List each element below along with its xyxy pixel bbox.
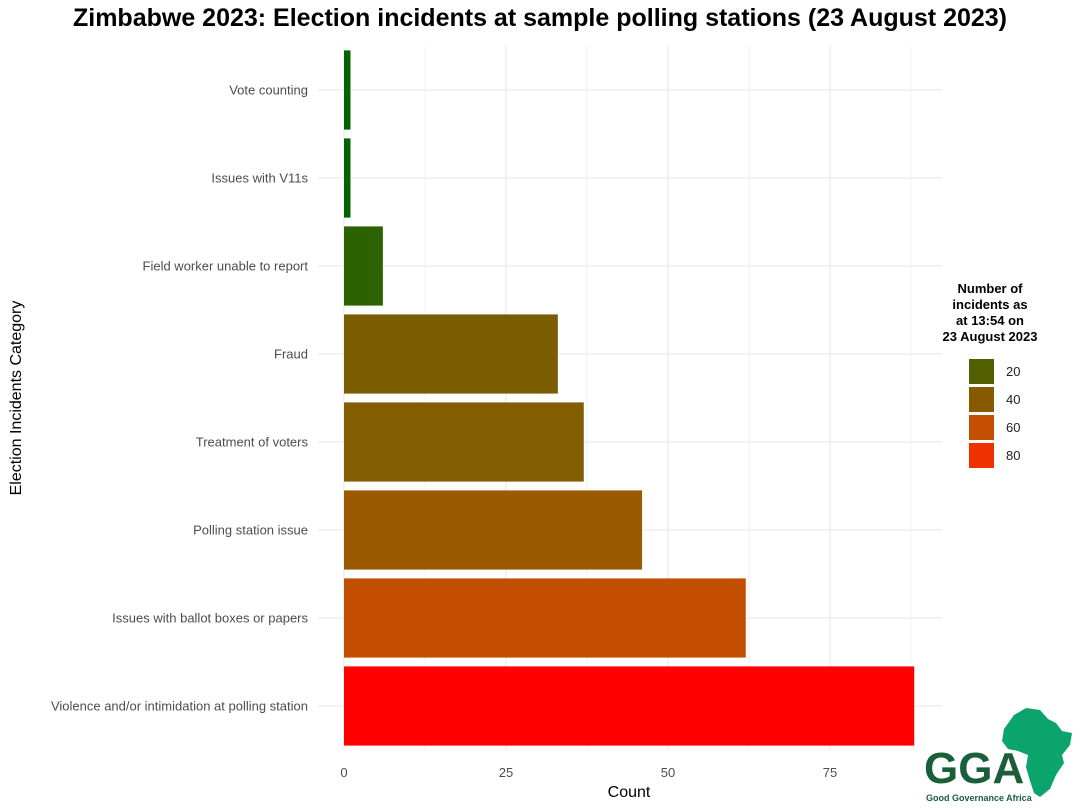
- y-tick-label: Field worker unable to report: [143, 259, 309, 274]
- bar-field-worker-unable-to-report: [344, 226, 383, 306]
- legend-label: 80: [1006, 447, 1021, 463]
- chart-title: Zimbabwe 2023: Election incidents at sam…: [72, 4, 1008, 32]
- legend-title: Number of incidents as at 13:54 on 23 Au…: [915, 281, 1065, 345]
- legend-item: 80: [969, 441, 1065, 469]
- bar-treatment-of-voters: [344, 402, 584, 482]
- legend-label: 20: [1006, 363, 1021, 379]
- svg-text:GGA: GGA: [924, 744, 1024, 793]
- bar-issues-with-v11s: [344, 138, 351, 218]
- legend: Number of incidents as at 13:54 on 23 Au…: [915, 281, 1065, 469]
- legend-swatch: [969, 386, 994, 412]
- legend-item: 40: [969, 385, 1065, 413]
- legend-item: 20: [969, 357, 1065, 385]
- bar-issues-with-ballot-boxes-or-papers: [344, 578, 746, 658]
- y-tick-label: Violence and/or intimidation at polling …: [51, 699, 308, 714]
- bar-polling-station-issue: [344, 490, 643, 570]
- legend-swatch: [969, 414, 994, 440]
- x-tick-label: 75: [823, 765, 837, 780]
- legend-title-line: 23 August 2023: [942, 329, 1038, 344]
- legend-item: 60: [969, 413, 1065, 441]
- bar-vote-counting: [344, 50, 351, 130]
- x-axis-label: Count: [608, 784, 651, 801]
- legend-title-line: incidents as: [952, 297, 1028, 312]
- x-tick-label: 25: [499, 765, 513, 780]
- x-tick-label: 0: [340, 765, 347, 780]
- y-tick-label: Issues with V11s: [211, 171, 308, 186]
- y-tick-label: Polling station issue: [193, 523, 308, 538]
- bar-violence-and-or-intimidation-at-polling-station: [344, 666, 915, 746]
- legend-label: 40: [1006, 391, 1021, 407]
- svg-text:Good Governance Africa: Good Governance Africa: [926, 793, 1033, 803]
- y-axis-label: Election Incidents Category: [8, 301, 25, 496]
- legend-title-line: Number of: [957, 281, 1023, 296]
- legend-title-line: at 13:54 on: [956, 313, 1024, 328]
- bar-fraud: [344, 314, 558, 394]
- legend-swatch: [969, 358, 994, 384]
- legend-swatch: [969, 442, 994, 468]
- x-tick-label: 50: [661, 765, 675, 780]
- y-tick-label: Fraud: [274, 347, 308, 362]
- y-tick-label: Vote counting: [229, 83, 308, 98]
- gga-logo: GGA Good Governance Africa: [922, 705, 1077, 805]
- y-tick-label: Treatment of voters: [196, 435, 309, 450]
- legend-label: 60: [1006, 419, 1021, 435]
- y-tick-label: Issues with ballot boxes or papers: [112, 611, 308, 626]
